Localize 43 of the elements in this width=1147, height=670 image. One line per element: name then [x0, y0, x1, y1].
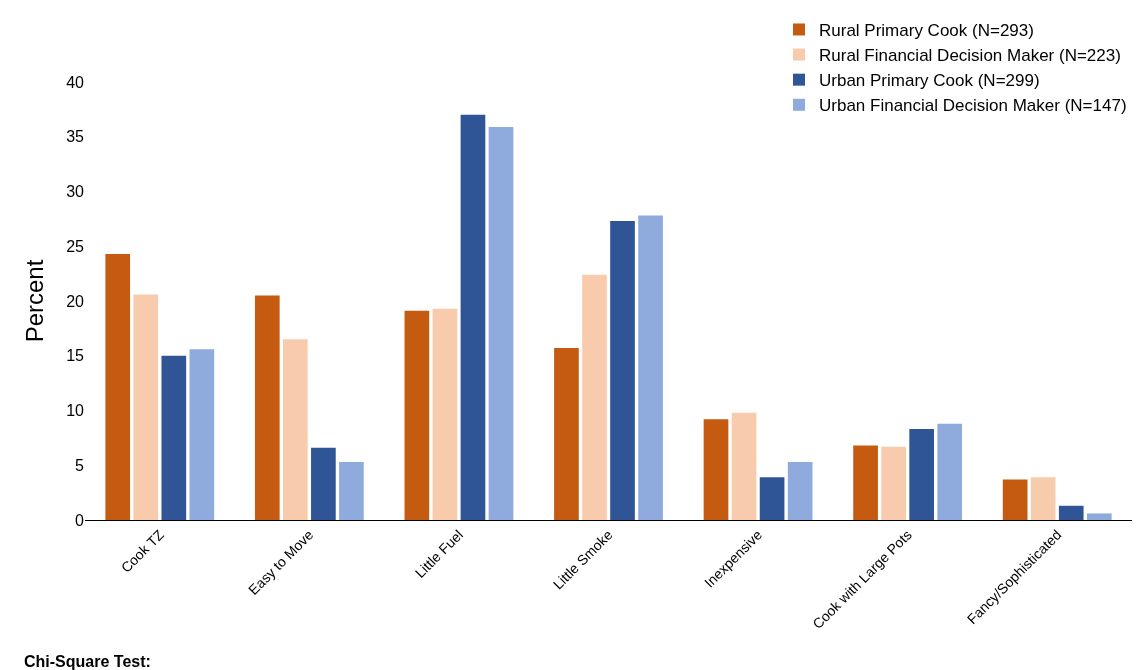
legend-label: Rural Financial Decision Maker (N=223) — [819, 46, 1121, 66]
bar — [488, 126, 514, 520]
bar — [582, 274, 607, 520]
bar — [554, 348, 579, 520]
legend-label: Rural Primary Cook (N=293) — [819, 21, 1034, 41]
bar — [731, 412, 757, 520]
y-tick-label: 25 — [66, 237, 85, 255]
bar — [254, 295, 280, 520]
y-tick-label: 15 — [66, 347, 85, 365]
bar — [311, 447, 336, 520]
bar — [909, 429, 934, 520]
bar — [133, 294, 159, 520]
y-tick-label: 35 — [66, 128, 85, 146]
bar — [759, 477, 785, 520]
bar — [283, 339, 308, 520]
y-tick-label: 30 — [66, 183, 85, 201]
bar — [638, 215, 663, 520]
bar — [1086, 513, 1112, 520]
bar — [189, 349, 215, 520]
bar — [161, 355, 187, 520]
y-axis-title: Percent — [21, 259, 49, 343]
bar — [1002, 479, 1028, 520]
bar — [881, 446, 906, 520]
y-tick-label: 0 — [75, 511, 85, 529]
y-tick-label: 20 — [66, 292, 85, 310]
text: Chi-Square Test: — [24, 653, 151, 670]
y-tick-label: 5 — [75, 456, 85, 474]
bar — [1030, 477, 1056, 520]
bar — [1058, 505, 1084, 520]
legend-label: Urban Financial Decision Maker (N=147) — [819, 96, 1127, 116]
bar — [432, 308, 458, 520]
y-tick-label: 10 — [66, 402, 85, 420]
bar — [703, 419, 729, 520]
bar — [460, 114, 486, 520]
bar — [404, 310, 430, 520]
bar — [105, 253, 131, 520]
bar — [853, 445, 878, 520]
bar — [787, 461, 813, 520]
bar — [610, 221, 635, 520]
bar — [937, 423, 963, 520]
legend-label: Urban Primary Cook (N=299) — [819, 71, 1040, 91]
y-tick-label: 40 — [66, 73, 85, 91]
bar — [339, 461, 364, 520]
